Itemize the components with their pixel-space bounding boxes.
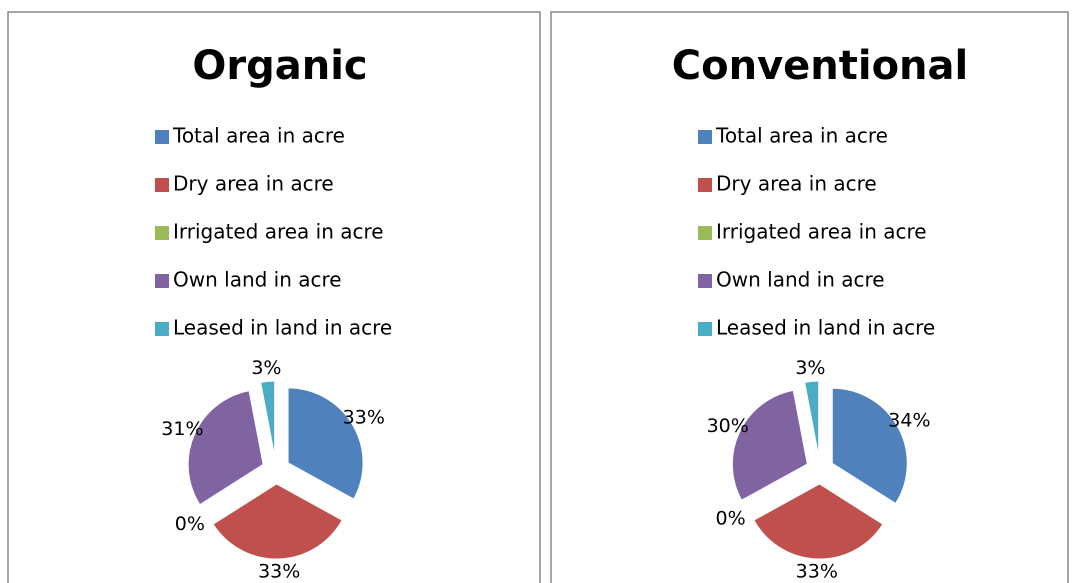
data-label: 34% <box>888 409 930 431</box>
legend-swatch <box>155 274 169 288</box>
panel-border <box>550 11 1069 583</box>
legend-label: Own land in acre <box>173 268 342 292</box>
data-label: 33% <box>343 407 385 429</box>
legend-label: Irrigated area in acre <box>173 220 384 244</box>
pie-slice <box>731 389 808 501</box>
legend-swatch <box>155 130 169 144</box>
panel-border <box>7 11 541 583</box>
legend-swatch <box>698 322 712 336</box>
legend-swatch <box>155 322 169 336</box>
legend-swatch <box>155 226 169 240</box>
data-label: 33% <box>258 560 300 582</box>
pie-slice <box>260 380 276 457</box>
legend-label: Leased in land in acre <box>173 316 392 340</box>
legend-swatch <box>698 130 712 144</box>
data-label: 30% <box>707 415 749 437</box>
legend-label: Total area in acre <box>715 124 888 148</box>
data-label: 0% <box>175 513 205 535</box>
legend-label: Total area in acre <box>172 124 345 148</box>
legend-swatch <box>698 226 712 240</box>
legend-label: Own land in acre <box>716 268 885 292</box>
legend-swatch <box>698 178 712 192</box>
data-label: 3% <box>251 357 281 379</box>
legend-label: Dry area in acre <box>716 172 877 196</box>
legend-swatch <box>698 274 712 288</box>
legend-swatch <box>155 178 169 192</box>
legend-label: Irrigated area in acre <box>716 220 927 244</box>
data-label: 0% <box>716 508 746 530</box>
data-label: 33% <box>796 560 838 582</box>
pie-slice <box>804 380 820 457</box>
legend-label: Dry area in acre <box>173 172 334 196</box>
pie-slice <box>187 390 264 506</box>
pie-slice <box>831 387 908 505</box>
pie-slice <box>287 387 364 500</box>
data-label: 31% <box>161 418 203 440</box>
pie-slice <box>753 483 884 560</box>
pie-slice <box>212 483 343 560</box>
legend-label: Leased in land in acre <box>716 316 935 340</box>
data-label: 3% <box>795 357 825 379</box>
chart-title: Conventional <box>672 43 968 89</box>
chart-title: Organic <box>192 43 367 89</box>
